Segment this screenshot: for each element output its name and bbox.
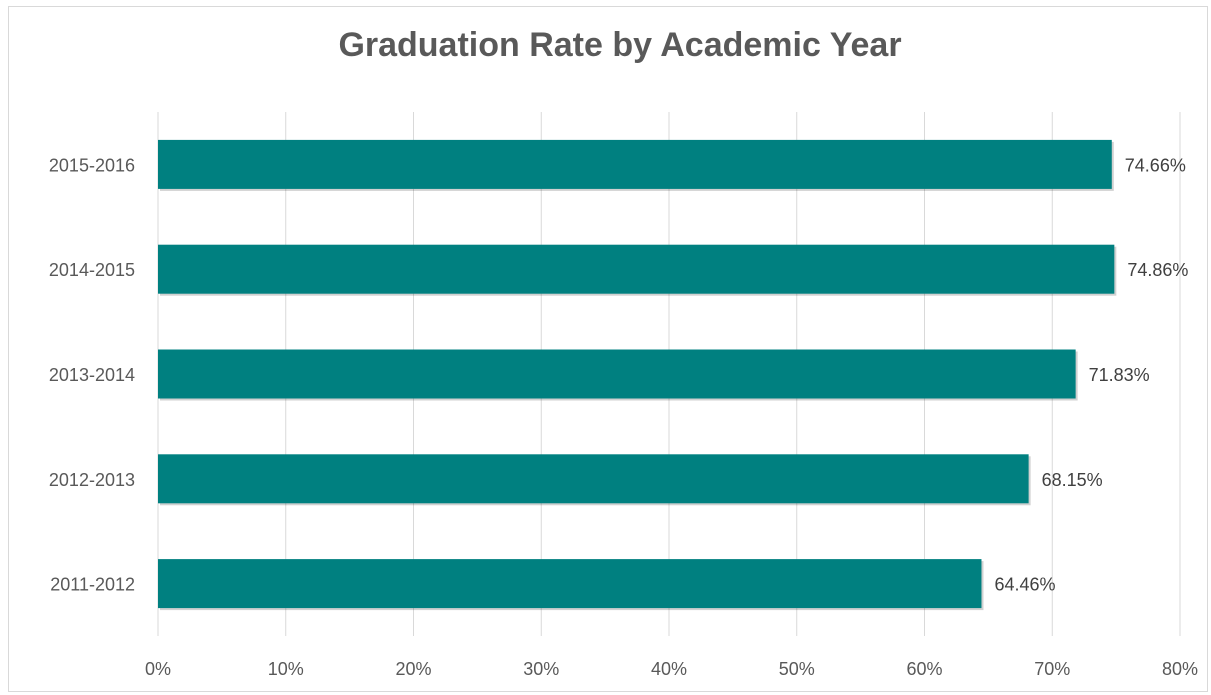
data-label: 74.66% (1125, 155, 1186, 175)
bars (158, 139, 1117, 611)
bar (158, 349, 1076, 399)
x-tick-label: 0% (145, 659, 171, 679)
value-axis: 0% 10% 20% 30% 40% 50% 60% 70% 80% (145, 659, 1198, 679)
data-labels: 74.66% 74.86% 71.83% 68.15% 64.46% (994, 155, 1188, 594)
x-tick-label: 10% (268, 659, 304, 679)
x-tick-label: 20% (395, 659, 431, 679)
bar (158, 244, 1115, 294)
bar (158, 559, 982, 609)
data-label: 68.15% (1042, 470, 1103, 490)
x-tick-label: 70% (1034, 659, 1070, 679)
category-label: 2011-2012 (50, 575, 135, 595)
data-label: 74.86% (1127, 260, 1188, 280)
x-tick-label: 30% (523, 659, 559, 679)
x-tick-label: 50% (779, 659, 815, 679)
category-axis: 2015-2016 2014-2015 2013-2014 2012-2013 2011… (49, 155, 135, 594)
x-tick-label: 80% (1162, 659, 1198, 679)
category-label: 2015-2016 (49, 155, 135, 175)
data-label: 64.46% (994, 575, 1055, 595)
chart-title: Graduation Rate by Academic Year (338, 26, 902, 64)
category-label: 2012-2013 (49, 470, 135, 490)
x-tick-label: 60% (906, 659, 942, 679)
category-label: 2013-2014 (49, 365, 135, 385)
x-tick-label: 40% (651, 659, 687, 679)
bar (158, 139, 1112, 189)
data-label: 71.83% (1089, 365, 1150, 385)
bar (158, 454, 1029, 504)
category-label: 2014-2015 (49, 260, 135, 280)
